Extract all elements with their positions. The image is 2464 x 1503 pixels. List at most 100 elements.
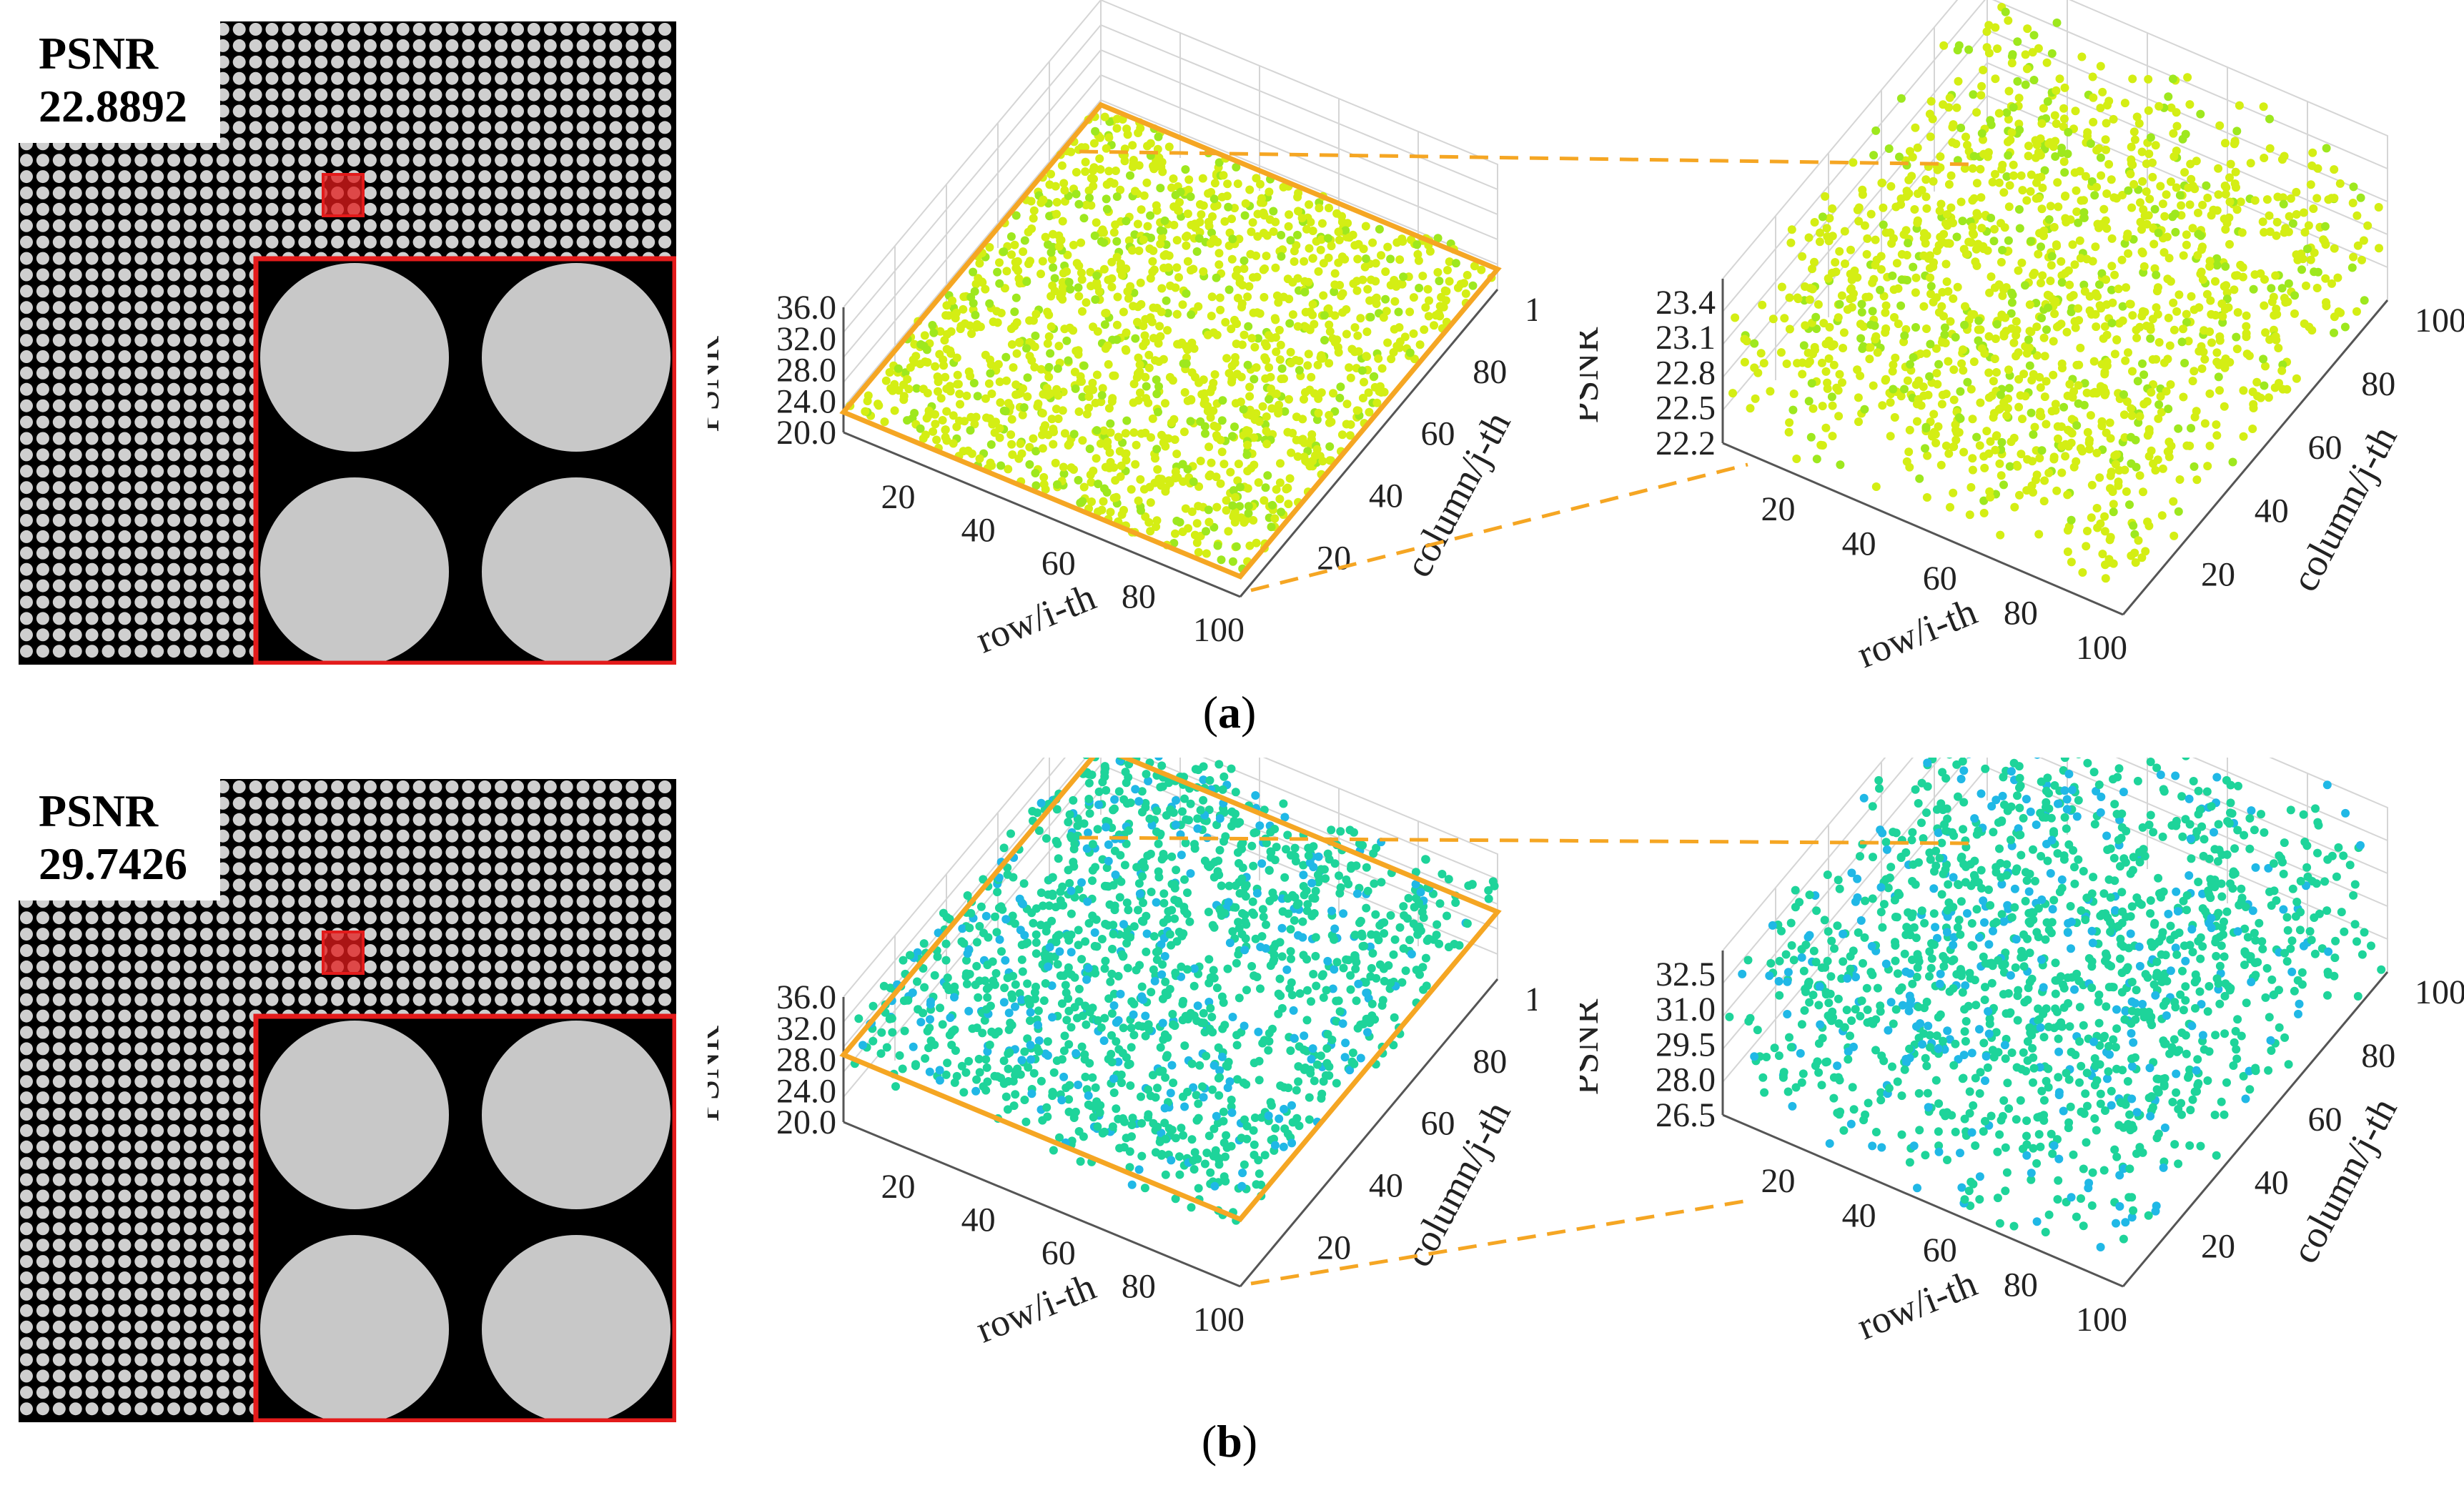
data-point [1011, 293, 1021, 302]
data-point [1021, 1117, 1031, 1126]
zoom-inset-frame [253, 1013, 676, 1422]
data-point [2040, 352, 2049, 361]
data-point [1074, 1081, 1083, 1089]
data-point [1058, 217, 1067, 226]
data-point [2097, 171, 2106, 180]
data-point [1081, 157, 1090, 167]
data-point [1290, 257, 1299, 266]
data-point [1259, 208, 1268, 217]
data-point [953, 380, 962, 389]
data-point [2053, 1195, 2062, 1204]
data-point [1158, 1018, 1167, 1028]
data-point [1087, 174, 1096, 183]
data-point [1048, 281, 1057, 290]
data-point [956, 400, 964, 409]
data-point [1804, 233, 1814, 242]
data-point [1129, 1031, 1139, 1040]
data-point [936, 327, 945, 336]
data-point [2264, 393, 2273, 402]
data-point [1824, 354, 1834, 363]
data-point [1137, 205, 1146, 214]
data-point [1086, 267, 1095, 277]
data-point [1114, 432, 1123, 442]
data-point [1182, 359, 1191, 368]
data-point [2175, 191, 2185, 200]
data-point [1255, 1076, 1264, 1085]
data-point [1237, 930, 1247, 939]
data-point [2071, 323, 2080, 332]
data-point [1740, 357, 1749, 367]
data-point [1286, 347, 1295, 357]
data-point [1986, 437, 1995, 446]
data-point [874, 400, 882, 409]
data-point [1004, 1008, 1014, 1018]
data-point [1204, 861, 1212, 870]
data-point [949, 411, 958, 420]
data-point [1400, 332, 1410, 342]
data-point [1054, 242, 1064, 251]
data-point [2117, 255, 2127, 264]
data-point [1949, 365, 1959, 374]
data-point [1055, 947, 1064, 956]
data-point [1029, 206, 1039, 215]
data-point [1136, 388, 1144, 397]
data-point [1788, 405, 1798, 415]
data-point [1238, 909, 1247, 918]
data-point [1159, 898, 1169, 908]
data-point [1316, 1051, 1325, 1061]
data-point [1969, 152, 1979, 161]
data-point [2210, 828, 2218, 837]
data-point [2106, 484, 2114, 493]
data-point [1909, 353, 1918, 362]
data-point [1138, 872, 1147, 881]
data-point [2284, 279, 2293, 288]
data-point [1184, 185, 1193, 194]
data-point [1362, 327, 1372, 337]
data-point [1786, 238, 1796, 247]
data-point [1031, 447, 1041, 456]
data-point [1093, 1122, 1102, 1131]
data-point [2042, 420, 2051, 429]
data-point [2007, 59, 2017, 68]
data-point [876, 1049, 886, 1058]
data-point [916, 340, 926, 349]
data-point [1979, 66, 1988, 74]
data-point [2112, 450, 2121, 460]
data-point [1120, 1117, 1129, 1126]
data-point [2212, 348, 2222, 357]
data-point [1030, 362, 1039, 372]
data-point [1999, 188, 2009, 197]
data-point [1106, 177, 1115, 187]
data-point [1139, 858, 1148, 867]
data-point [1223, 964, 1232, 973]
data-point [1991, 334, 2000, 343]
data-point [1893, 1077, 1902, 1086]
data-point [1090, 928, 1099, 937]
data-point [2066, 215, 2075, 224]
data-point [2304, 221, 2313, 230]
data-point [886, 384, 896, 393]
data-point [1976, 193, 1986, 202]
data-point [2120, 433, 2129, 442]
data-point [1082, 975, 1092, 984]
data-point [2083, 427, 2092, 437]
data-point [1230, 422, 1239, 432]
data-point [2061, 192, 2070, 200]
data-point [2019, 813, 2028, 823]
data-point [1863, 234, 1872, 243]
data-point [1142, 394, 1151, 403]
data-point [1938, 287, 1947, 297]
data-point [969, 379, 979, 387]
data-point [1078, 1011, 1087, 1021]
data-point [1079, 819, 1089, 828]
data-point [1076, 1157, 1085, 1166]
data-point [1045, 212, 1054, 221]
data-point [2034, 530, 2044, 539]
data-point [2059, 104, 2069, 113]
data-point [1395, 255, 1405, 264]
data-point [2246, 159, 2255, 168]
data-point [1158, 167, 1167, 177]
data-point [1127, 1043, 1136, 1052]
data-point [1022, 277, 1031, 287]
data-point [1181, 838, 1190, 848]
